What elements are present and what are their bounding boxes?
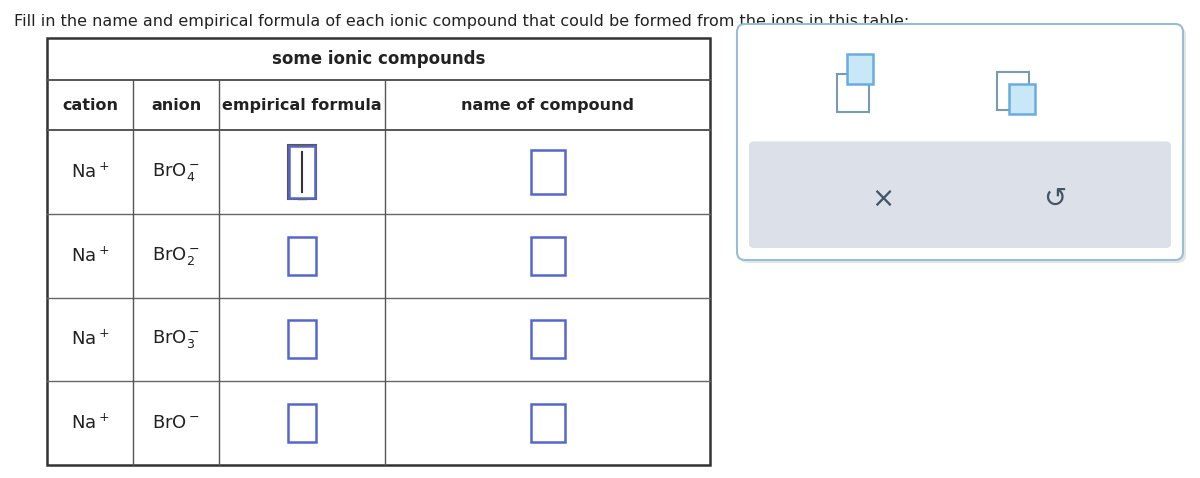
Bar [530, 404, 564, 442]
Text: BrO$^-$: BrO$^-$ [152, 414, 200, 432]
Text: BrO$_3^-$: BrO$_3^-$ [152, 328, 200, 350]
Text: ↺: ↺ [1043, 185, 1067, 213]
Bar [996, 72, 1028, 110]
Text: some ionic compounds: some ionic compounds [272, 50, 485, 68]
Bar [838, 74, 869, 112]
Text: empirical formula: empirical formula [222, 98, 382, 112]
Bar [288, 237, 317, 275]
Bar [847, 54, 874, 84]
Text: Fill in the name and empirical formula of each ionic compound that could be form: Fill in the name and empirical formula o… [14, 14, 910, 29]
Bar [530, 150, 564, 194]
Text: Na$^+$: Na$^+$ [71, 246, 109, 265]
Bar [1008, 84, 1034, 114]
Text: cation: cation [62, 98, 118, 112]
Text: BrO$_2^-$: BrO$_2^-$ [152, 245, 200, 267]
Bar [289, 146, 316, 198]
Text: Na$^+$: Na$^+$ [71, 330, 109, 349]
Text: BrO$_4^-$: BrO$_4^-$ [152, 161, 200, 183]
FancyBboxPatch shape [740, 27, 1186, 263]
Bar [530, 320, 564, 358]
FancyBboxPatch shape [749, 141, 1171, 248]
Bar [530, 237, 564, 275]
Text: anion: anion [151, 98, 202, 112]
FancyBboxPatch shape [737, 24, 1183, 260]
Text: Na$^+$: Na$^+$ [71, 162, 109, 182]
Bar [288, 404, 317, 442]
Bar [47, 38, 710, 465]
Text: Na$^+$: Na$^+$ [71, 413, 109, 433]
Bar [288, 145, 317, 199]
Text: ×: × [871, 185, 894, 213]
Bar [288, 320, 317, 358]
Text: name of compound: name of compound [461, 98, 634, 112]
